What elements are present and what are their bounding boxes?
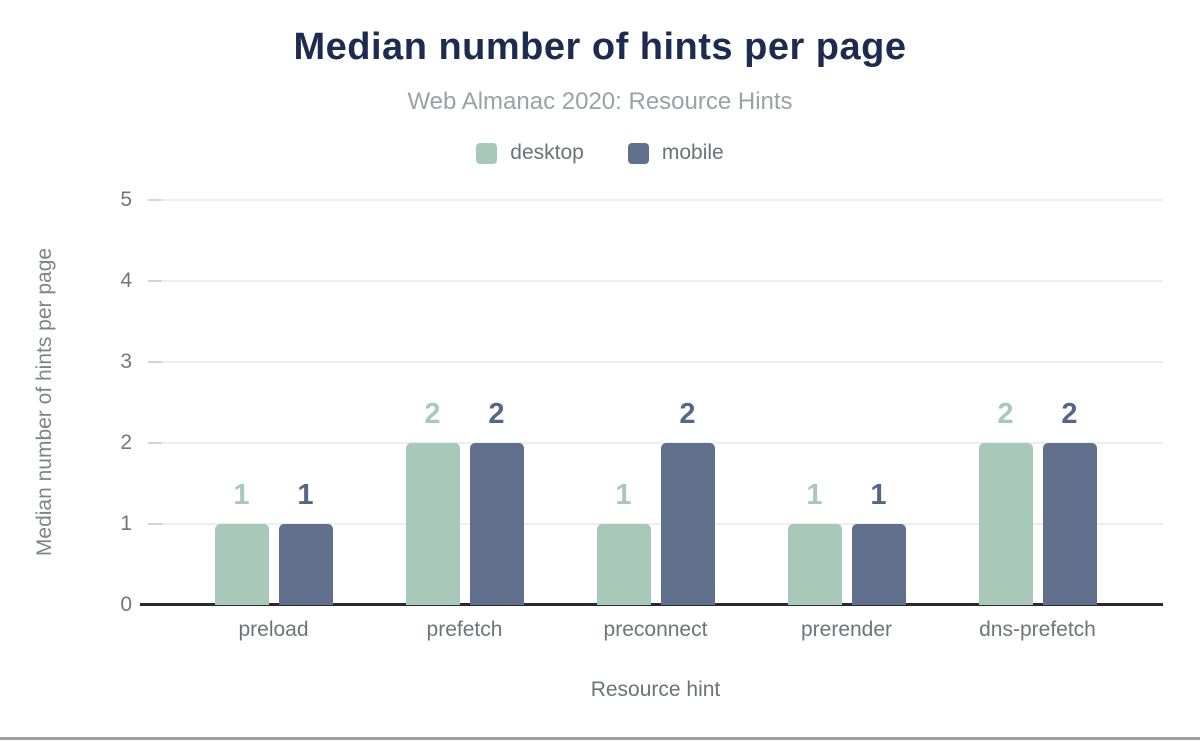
y-tick-label-4: 4 (120, 269, 132, 292)
bar-value-label-desktop-prerender: 1 (806, 479, 823, 511)
bar-desktop-prefetch (405, 443, 460, 605)
bar-column-desktop-dns-prefetch: 2 (978, 200, 1033, 605)
bar-column-mobile-prefetch: 2 (469, 200, 524, 605)
bar-column-mobile-prerender: 1 (851, 200, 906, 605)
x-tick-label-preconnect: preconnect (603, 618, 708, 641)
x-tick-label-dns-prefetch: dns-prefetch (979, 618, 1096, 641)
chart-subtitle: Web Almanac 2020: Resource Hints (407, 88, 793, 115)
y-tickmark-2 (148, 442, 162, 444)
bar-column-desktop-preload: 1 (214, 200, 269, 605)
legend-label-desktop: desktop (510, 141, 584, 164)
bar-value-label-desktop-preload: 1 (233, 479, 250, 511)
y-tickmark-3 (148, 361, 162, 363)
x-axis-category-labels: preload prefetch preconnect prerender dns-pr… (148, 618, 1163, 642)
bottom-border-bar (0, 737, 1200, 740)
y-tickmark-5 (148, 199, 162, 201)
bar-value-label-mobile-preload: 1 (297, 479, 314, 511)
bar-desktop-preload (214, 524, 269, 605)
y-tick-label-3: 3 (120, 350, 132, 373)
legend-item-mobile: mobile (627, 141, 724, 165)
legend-swatch-mobile (627, 142, 649, 164)
x-tick-label-preload: preload (238, 618, 309, 641)
gridline-3 (148, 361, 1163, 363)
y-tick-label-1: 1 (120, 512, 132, 535)
bar-column-mobile-preload: 1 (278, 200, 333, 605)
bar-value-label-mobile-prefetch: 2 (488, 398, 505, 430)
bar-value-label-desktop-preconnect: 1 (615, 479, 632, 511)
bar-mobile-dns-prefetch (1042, 443, 1097, 605)
legend-label-mobile: mobile (661, 141, 724, 164)
gridline-5 (148, 199, 1163, 201)
bar-mobile-prerender (851, 524, 906, 605)
x-tick-label-prerender: prerender (800, 618, 893, 641)
gridline-4 (148, 280, 1163, 282)
x-axis-line (140, 603, 1163, 606)
bar-column-mobile-dns-prefetch: 2 (1042, 200, 1097, 605)
bar-column-desktop-prerender: 1 (787, 200, 842, 605)
bar-value-label-mobile-preconnect: 2 (679, 398, 696, 430)
bar-column-mobile-preconnect: 2 (660, 200, 715, 605)
bar-column-desktop-prefetch: 2 (405, 200, 460, 605)
chart-title: Median number of hints per page (293, 26, 907, 68)
gridline-2 (148, 442, 1163, 444)
y-tickmark-1 (148, 523, 162, 525)
plot-area (140, 199, 1163, 606)
bar-value-label-mobile-dns-prefetch: 2 (1061, 398, 1078, 430)
bar-desktop-preconnect (596, 524, 651, 605)
legend: desktop mobile (0, 141, 1200, 165)
bar-column-desktop-preconnect: 1 (596, 200, 651, 605)
bar-mobile-prefetch (469, 443, 524, 605)
x-axis-title: Resource hint (590, 678, 721, 701)
x-tick-label-prefetch: prefetch (426, 618, 503, 641)
bar-value-label-desktop-dns-prefetch: 2 (997, 398, 1014, 430)
gridline-1 (148, 523, 1163, 525)
y-tick-label-5: 5 (120, 188, 132, 211)
bar-desktop-dns-prefetch (978, 443, 1033, 605)
bar-mobile-preconnect (660, 443, 715, 605)
bar-value-label-mobile-prerender: 1 (870, 479, 887, 511)
y-tickmark-4 (148, 280, 162, 282)
y-tick-label-2: 2 (120, 431, 132, 454)
y-axis-title: Median number of hints per page (33, 247, 56, 557)
legend-item-desktop: desktop (476, 141, 584, 165)
bar-value-label-desktop-prefetch: 2 (424, 398, 441, 430)
bar-mobile-preload (278, 524, 333, 605)
y-tick-label-0: 0 (120, 593, 132, 616)
bar-desktop-prerender (787, 524, 842, 605)
legend-swatch-desktop (476, 142, 498, 164)
